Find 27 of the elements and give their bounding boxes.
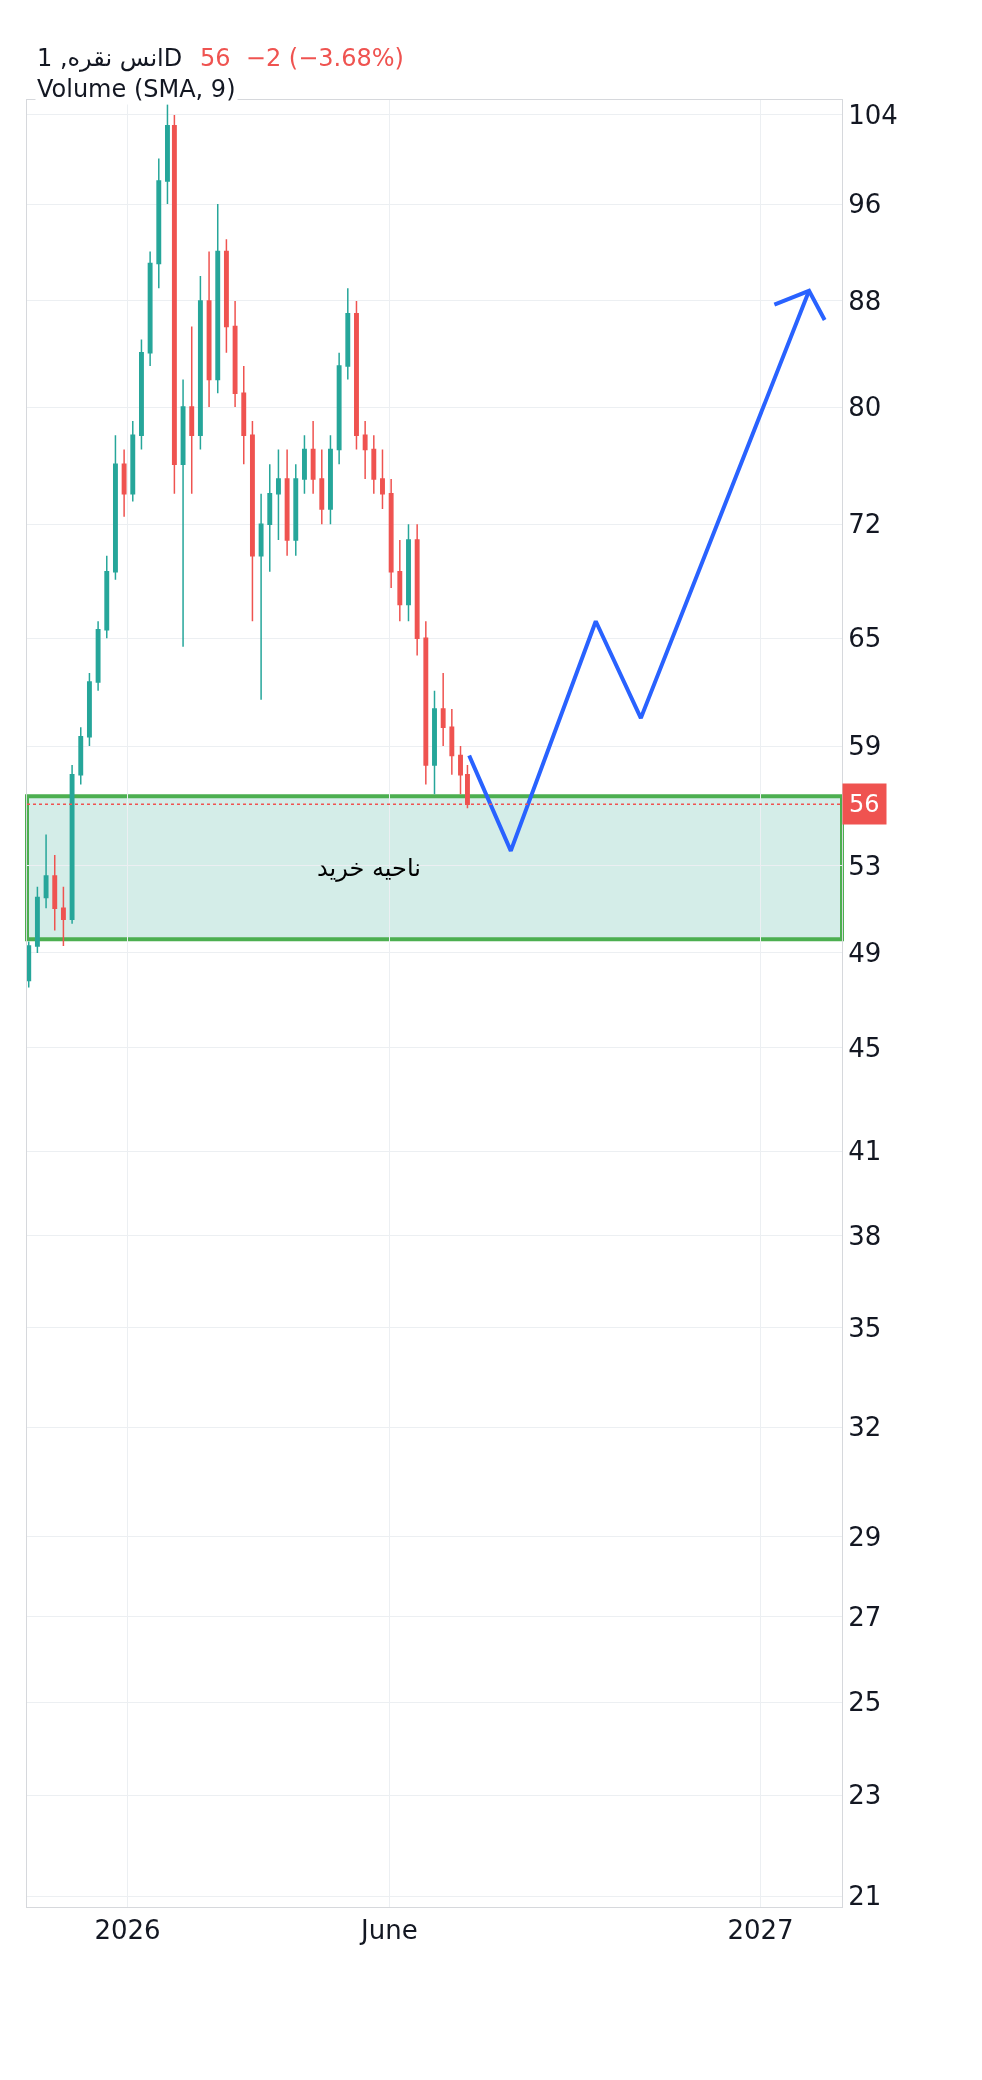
- x-tick-label: June: [359, 1915, 418, 1946]
- y-tick-label: 21: [848, 1881, 882, 1912]
- y-tick-label: 53: [848, 850, 882, 881]
- y-tick-label: 80: [848, 392, 882, 423]
- y-tick-label: 88: [848, 286, 882, 316]
- x-tick-label: 2026: [94, 1915, 161, 1946]
- y-tick-label: 32: [848, 1412, 882, 1443]
- x-tick-label: 2027: [727, 1915, 794, 1946]
- y-tick-label: 49: [848, 937, 882, 968]
- chart-subtitle: Volume (SMA, 9): [37, 75, 236, 103]
- y-tick-label: 41: [848, 1136, 882, 1167]
- y-tick-label: 45: [848, 1032, 882, 1063]
- y-tick-label: 72: [848, 509, 882, 540]
- ref-line-label: 56: [849, 790, 880, 818]
- y-tick-label: 25: [848, 1687, 882, 1718]
- y-tick-label: 35: [848, 1312, 882, 1343]
- y-tick-label: 27: [848, 1601, 882, 1632]
- y-tick-label: 23: [848, 1780, 882, 1811]
- y-tick-label: 104: [848, 99, 898, 130]
- y-tick-label: 29: [848, 1522, 882, 1553]
- text: 56 −2 (−3.68%): [200, 44, 404, 72]
- y-tick-label: 65: [848, 623, 882, 654]
- y-tick-label: 96: [848, 189, 882, 220]
- chart-title: انس نقره, 1D: [37, 44, 183, 72]
- y-tick-label: 59: [848, 731, 882, 762]
- band-label: ناحیه خرید: [317, 854, 421, 882]
- y-tick-label: 38: [848, 1221, 882, 1252]
